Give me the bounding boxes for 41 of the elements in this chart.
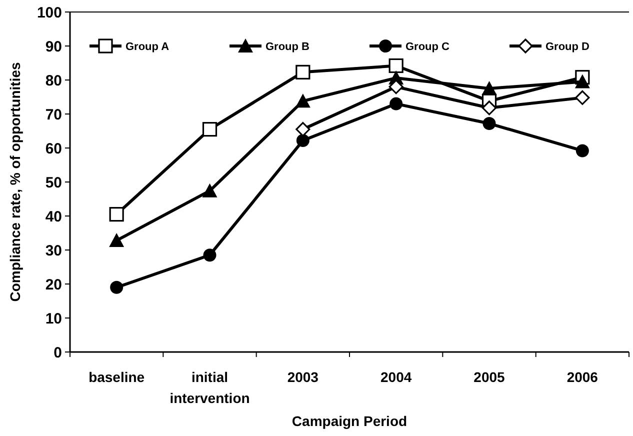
x-tick-label: baseline [88, 369, 145, 385]
y-tick-label: 70 [45, 106, 62, 124]
x-tick-label: 2003 [287, 369, 319, 385]
point [203, 248, 216, 262]
y-tick-label: 0 [54, 344, 62, 362]
y-tick-label: 80 [45, 72, 62, 90]
point [390, 97, 403, 110]
point [482, 81, 497, 95]
y-tick-label: 10 [45, 310, 62, 328]
y-tick-label: 100 [36, 4, 62, 22]
x-tick-label: 2005 [474, 369, 506, 385]
point [109, 232, 124, 247]
y-tick-label: 90 [45, 38, 62, 56]
point [109, 207, 124, 222]
legend-label: Group B [266, 40, 310, 53]
point [576, 144, 589, 158]
y-tick-label: 40 [45, 208, 62, 226]
point [388, 58, 404, 74]
y-tick-label: 30 [45, 242, 62, 260]
point [574, 74, 590, 88]
y-tick-label: 50 [45, 174, 62, 192]
x-tick-label: 2004 [380, 369, 412, 385]
point [296, 134, 310, 148]
point [202, 122, 218, 137]
legend-label: Group C [406, 40, 450, 53]
legend-label: Group D [546, 40, 590, 53]
y-tick-label: 60 [45, 140, 62, 158]
point [202, 183, 218, 198]
x-tick-label: initial intervention [170, 369, 250, 406]
point [110, 280, 124, 294]
y-tick-label: 20 [45, 276, 62, 294]
point [295, 94, 310, 108]
y-axis-title: Compliance rate, % of opportunities [7, 62, 23, 302]
x-axis-title: Campaign Period [292, 413, 408, 429]
point [296, 64, 310, 80]
legend-label: Group A [126, 40, 170, 53]
x-tick-label: 2006 [566, 369, 598, 385]
point [388, 80, 404, 94]
point [482, 117, 496, 130]
point [482, 100, 497, 116]
point [575, 90, 590, 105]
